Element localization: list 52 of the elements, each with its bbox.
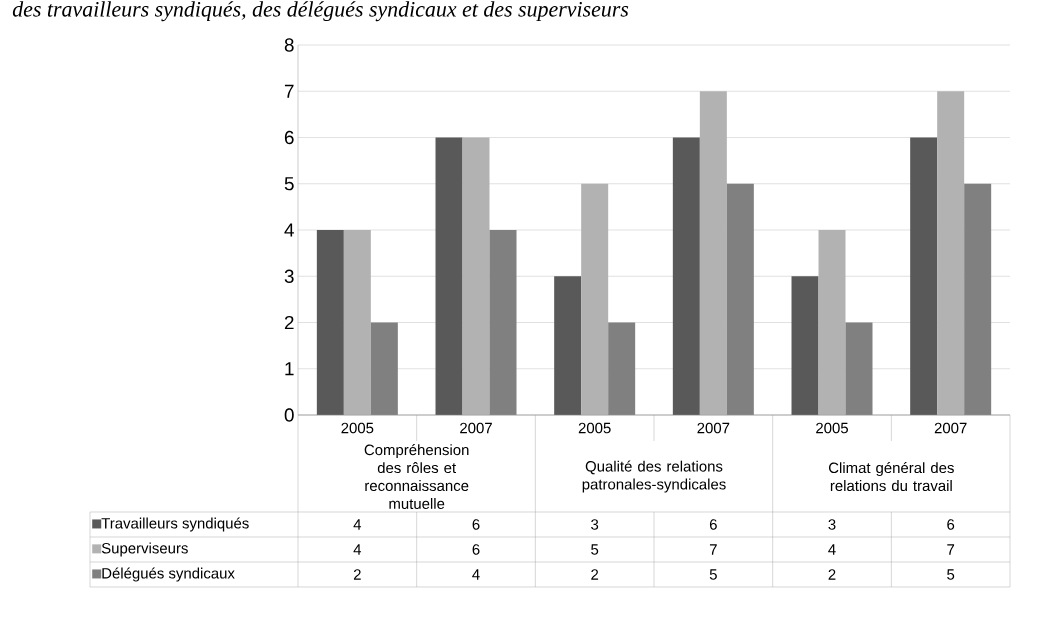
chart-title: des travailleurs syndiqués, des délégués syndicaux et des superviseurs [12, 1, 629, 22]
data-label: 5 [947, 569, 955, 580]
data-label: 2 [353, 569, 361, 580]
y-tick-label: 5 [284, 177, 294, 191]
text: Climat général des relations du travail [828, 461, 954, 492]
x-tick-label: 2007 [697, 422, 730, 434]
bar [489, 230, 517, 415]
legend-label: Superviseurs [101, 542, 188, 557]
x-tick-label: 2007 [460, 422, 492, 434]
data-label: 7 [709, 544, 717, 555]
text: Qualité des relations patronales-syndicales [582, 460, 726, 493]
bar [316, 230, 344, 415]
bar [910, 137, 938, 415]
data-label: 5 [709, 569, 717, 580]
y-tick-label: 0 [284, 408, 294, 422]
bar [608, 322, 636, 415]
data-label: 4 [472, 569, 480, 580]
y-tick-label: 3 [284, 269, 294, 283]
legend-label: Délégués syndicaux [102, 567, 235, 582]
text: Compréhension des rôles et reconnaissance mutuelle [364, 444, 469, 509]
data-label: 4 [353, 519, 362, 530]
bar [726, 183, 754, 415]
data-label: 2 [591, 569, 599, 580]
bar [845, 322, 873, 415]
y-tick-label: 8 [284, 38, 294, 52]
y-tick-label: 2 [284, 315, 294, 330]
data-label: 6 [709, 519, 717, 530]
data-label: 7 [947, 544, 955, 555]
data-label: 3 [591, 519, 599, 530]
x-tick-label: 2005 [578, 422, 611, 434]
bar [370, 322, 398, 415]
legend-label: Travailleurs syndiqués [101, 517, 249, 532]
x-tick-label: 2007 [934, 422, 967, 434]
x-tick-label: 2005 [816, 422, 848, 434]
y-tick-label: 7 [284, 84, 294, 98]
y-tick-label: 1 [285, 362, 294, 376]
data-label: 4 [828, 544, 836, 555]
x-tick-label: 2005 [341, 422, 374, 434]
data-label: 2 [828, 569, 836, 580]
bar [964, 183, 992, 415]
data-label: 3 [828, 519, 836, 530]
bar [435, 137, 463, 415]
y-tick-label: 4 [284, 223, 294, 237]
data-label: 6 [472, 519, 480, 530]
bar [791, 276, 819, 415]
data-label: 6 [947, 519, 955, 530]
y-tick-label: 6 [284, 130, 294, 145]
bar [672, 137, 700, 415]
data-label: 4 [353, 544, 362, 555]
data-label: 6 [472, 544, 480, 555]
bar [554, 276, 582, 415]
data-label: 5 [591, 544, 599, 555]
